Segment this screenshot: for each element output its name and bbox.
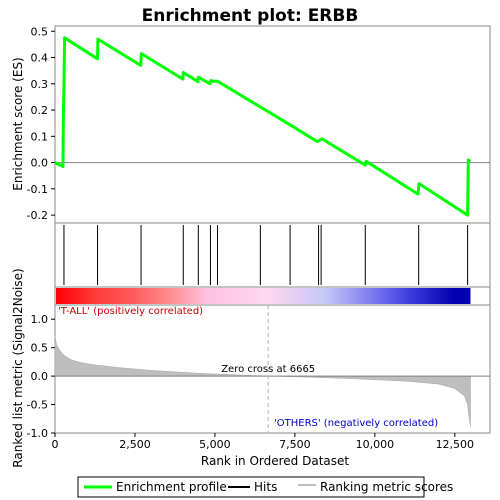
rank-heatmap-bar: [56, 288, 471, 304]
hits-panel-frame: [54, 222, 491, 288]
legend-label-ranking-metric: Ranking metric scores: [320, 480, 453, 494]
x-tick-label: 10,000: [356, 438, 395, 451]
x-tick-label: 5,000: [199, 438, 231, 451]
es-y-tick-label: 0.3: [31, 78, 49, 91]
x-tick-label: 2,500: [119, 438, 151, 451]
legend-label-enrichment-profile: Enrichment profile: [116, 480, 227, 494]
hits-group: [63, 225, 469, 285]
metric-y-axis-label: Ranked list metric (Signal2Noise): [11, 268, 25, 467]
x-axis: 0 2,500 5,000 7,500 10,000 12,500: [52, 433, 475, 451]
es-y-tick-label: 0.2: [31, 104, 49, 117]
enrichment-profile-line: [54, 36, 472, 217]
x-tick-label: 12,500: [436, 438, 475, 451]
es-y-axis-label: Enrichment score (ES): [11, 57, 25, 190]
es-y-tick-label: 0.1: [31, 130, 49, 143]
legend-box: [77, 476, 425, 498]
es-y-tick-label: 0.4: [31, 52, 49, 65]
es-y-tick-label: 0.0: [31, 157, 49, 170]
es-y-axis: 0.5 0.4 0.3 0.2 0.1 0.0 -0.1 -0.2: [27, 25, 55, 222]
metric-y-tick-label: -1.0: [27, 427, 48, 440]
x-axis-label: Rank in Ordered Dataset: [201, 454, 349, 468]
es-y-tick-label: 0.5: [31, 25, 49, 38]
es-y-tick-label: -0.1: [27, 183, 48, 196]
es-panel-frame: [54, 25, 491, 224]
legend: Enrichment profile Hits Ranking metric s…: [77, 476, 453, 498]
metric-y-tick-label: 1.0: [31, 313, 49, 326]
metric-y-axis: 1.0 0.5 0.0 -0.5 -1.0: [27, 313, 55, 440]
x-tick-label: 0: [52, 438, 59, 451]
chart-title: Enrichment plot: ERBB: [142, 6, 359, 26]
legend-label-hits: Hits: [254, 480, 277, 494]
metric-y-tick-label: 0.0: [31, 370, 49, 383]
metric-y-tick-label: -0.5: [27, 399, 48, 412]
positive-correlation-label: 'T-ALL' (positively correlated): [58, 306, 203, 317]
metric-y-tick-label: 0.5: [31, 342, 49, 355]
x-tick-label: 7,500: [279, 438, 311, 451]
negative-correlation-label: 'OTHERS' (negatively correlated): [274, 418, 438, 429]
es-y-tick-label: -0.2: [27, 209, 48, 222]
zero-cross-label: Zero cross at 6665: [221, 364, 315, 375]
